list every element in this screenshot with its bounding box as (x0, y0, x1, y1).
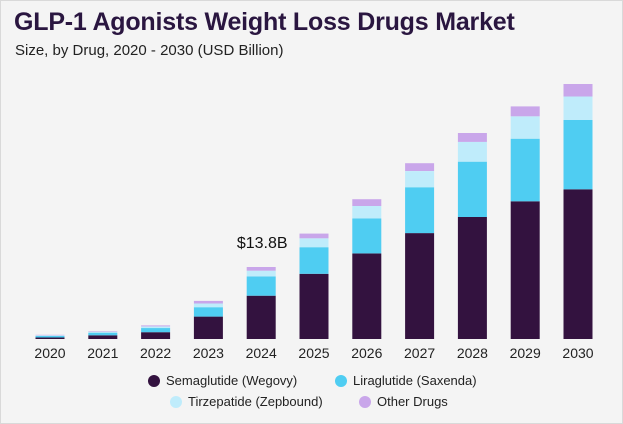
legend-label-other-drugs: Other Drugs (377, 394, 448, 409)
bar-other-drugs-2030 (563, 84, 593, 97)
bar-tirzepatide-zepbound-2028 (457, 141, 487, 162)
legend-label-tirzepatide: Tirzepatide (Zepbound) (188, 394, 323, 409)
annotation-label-2024: $13.8B (237, 235, 288, 252)
bar-semaglutide-wegovy-2021 (88, 335, 118, 339)
x-tick-label-2026: 2026 (351, 345, 382, 361)
bar-other-drugs-2026 (352, 199, 382, 206)
legend-label-semaglutide: Semaglutide (Wegovy) (166, 373, 298, 388)
bar-tirzepatide-zepbound-2021 (88, 331, 118, 333)
bar-semaglutide-wegovy-2026 (352, 253, 382, 339)
bar-semaglutide-wegovy-2029 (510, 201, 540, 339)
x-tick-label-2028: 2028 (457, 345, 488, 361)
legend-swatch-tirzepatide (170, 395, 182, 408)
bar-tirzepatide-zepbound-2024 (246, 270, 276, 277)
bar-tirzepatide-zepbound-2025 (299, 238, 329, 248)
x-tick-label-2027: 2027 (404, 345, 435, 361)
legend-item-liraglutide: Liraglutide (Saxenda) (335, 373, 477, 388)
bar-other-drugs-2028 (457, 133, 487, 142)
bar-other-drugs-2023 (193, 300, 223, 304)
bar-other-drugs-2022 (141, 325, 171, 327)
bar-liraglutide-saxenda-2029 (510, 138, 540, 202)
bar-other-drugs-2029 (510, 106, 540, 117)
x-tick-label-2022: 2022 (140, 345, 171, 361)
bar-tirzepatide-zepbound-2020 (35, 335, 65, 336)
x-tick-label-2021: 2021 (87, 345, 118, 361)
bar-other-drugs-2020 (35, 334, 65, 336)
x-tick-label-2020: 2020 (34, 345, 65, 361)
legend-swatch-other-drugs (359, 395, 371, 408)
bar-liraglutide-saxenda-2027 (405, 187, 435, 234)
bar-liraglutide-saxenda-2024 (246, 276, 276, 296)
legend-swatch-semaglutide (148, 374, 160, 387)
bar-tirzepatide-zepbound-2029 (510, 116, 540, 139)
bar-semaglutide-wegovy-2020 (35, 337, 65, 339)
bar-liraglutide-saxenda-2020 (35, 335, 65, 338)
bar-semaglutide-wegovy-2025 (299, 273, 329, 339)
bar-semaglutide-wegovy-2022 (141, 332, 171, 339)
legend-row-1: Semaglutide (Wegovy) Liraglutide (Saxend… (0, 373, 623, 391)
bar-other-drugs-2027 (405, 163, 435, 171)
bar-liraglutide-saxenda-2026 (352, 218, 382, 254)
legend-swatch-liraglutide (335, 374, 347, 387)
x-tick-label-2024: 2024 (246, 345, 277, 361)
bar-semaglutide-wegovy-2024 (246, 295, 276, 339)
legend-label-liraglutide: Liraglutide (Saxenda) (353, 373, 477, 388)
bar-tirzepatide-zepbound-2027 (405, 171, 435, 188)
bar-liraglutide-saxenda-2028 (457, 161, 487, 217)
chart-title: GLP-1 Agonists Weight Loss Drugs Market (14, 8, 515, 36)
chart-subtitle: Size, by Drug, 2020 - 2030 (USD Billion) (15, 42, 284, 59)
x-tick-label-2025: 2025 (298, 345, 329, 361)
bar-other-drugs-2021 (88, 331, 118, 332)
bar-liraglutide-saxenda-2025 (299, 247, 329, 274)
bar-liraglutide-saxenda-2022 (141, 328, 171, 333)
bar-semaglutide-wegovy-2028 (457, 217, 487, 339)
bar-semaglutide-wegovy-2030 (563, 189, 593, 339)
bar-other-drugs-2025 (299, 233, 329, 239)
bar-semaglutide-wegovy-2023 (193, 316, 223, 339)
bar-tirzepatide-zepbound-2030 (563, 96, 593, 120)
x-tick-label-2029: 2029 (510, 345, 541, 361)
legend-item-other-drugs: Other Drugs (359, 394, 448, 409)
bar-liraglutide-saxenda-2021 (88, 332, 118, 336)
legend-item-tirzepatide: Tirzepatide (Zepbound) (170, 394, 323, 409)
bar-semaglutide-wegovy-2027 (405, 233, 435, 339)
x-tick-label-2023: 2023 (193, 345, 224, 361)
bar-liraglutide-saxenda-2023 (193, 307, 223, 317)
bar-liraglutide-saxenda-2030 (563, 119, 593, 190)
x-tick-label-2030: 2030 (562, 345, 593, 361)
bar-tirzepatide-zepbound-2022 (141, 326, 171, 329)
bar-tirzepatide-zepbound-2023 (193, 303, 223, 308)
bar-tirzepatide-zepbound-2026 (352, 206, 382, 219)
bar-other-drugs-2024 (246, 267, 276, 271)
legend-row-2: Tirzepatide (Zepbound) Other Drugs (0, 394, 623, 412)
legend-item-semaglutide: Semaglutide (Wegovy) (148, 373, 297, 388)
